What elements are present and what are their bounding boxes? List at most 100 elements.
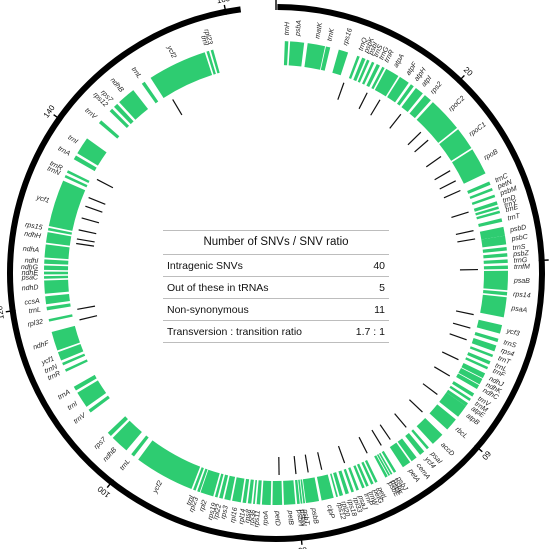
outer-scale-ring bbox=[7, 4, 545, 542]
gene-block bbox=[200, 469, 220, 497]
gene-block bbox=[353, 57, 366, 82]
snv-mark bbox=[293, 456, 297, 475]
gene-label: trnS bbox=[373, 44, 385, 59]
gene-label: rpl23 bbox=[188, 496, 200, 513]
gene-label: rps12 bbox=[335, 502, 346, 521]
snv-mark bbox=[408, 399, 423, 413]
gene-block bbox=[374, 68, 399, 97]
gene-block bbox=[112, 420, 142, 451]
gene-block bbox=[361, 461, 374, 485]
snv-mark bbox=[85, 205, 103, 213]
gene-label: ycf2 bbox=[165, 44, 177, 60]
gene-label: rps15 bbox=[24, 222, 43, 232]
snv-summary-table: Number of SNVs / SNV ratio Intragenic SN… bbox=[163, 230, 389, 343]
row-label: Out of these in tRNAs bbox=[167, 282, 269, 294]
gene-block bbox=[376, 454, 391, 476]
gene-label: psbN bbox=[298, 508, 307, 527]
gene-label: rpl22 bbox=[213, 503, 224, 520]
gene-label: rbcL bbox=[454, 426, 469, 440]
gene-label: accD bbox=[439, 441, 455, 457]
gene-label: trnS bbox=[503, 339, 518, 350]
gene-block bbox=[88, 395, 110, 413]
gene-label: ndhB bbox=[109, 77, 125, 94]
gene-label: rps14 bbox=[513, 291, 531, 300]
gene-block bbox=[456, 373, 480, 389]
snv-mark bbox=[389, 113, 402, 129]
gene-block bbox=[467, 181, 491, 194]
snv-mark bbox=[172, 99, 183, 116]
gene-label: trnS bbox=[512, 244, 526, 252]
gene-block bbox=[452, 381, 475, 397]
gene-block bbox=[261, 480, 272, 505]
gene-block bbox=[304, 43, 326, 70]
gene-block bbox=[48, 314, 73, 322]
gene-label: trnT bbox=[497, 355, 512, 366]
gene-block bbox=[357, 59, 370, 83]
gene-block bbox=[473, 201, 498, 212]
gene-block bbox=[479, 226, 505, 240]
gene-block bbox=[44, 244, 70, 260]
gene-block bbox=[283, 480, 296, 505]
gene-block bbox=[242, 478, 250, 504]
gene-label: ndhF bbox=[32, 340, 50, 352]
gene-label: trnH bbox=[284, 21, 292, 35]
row-label: Transversion : transition ratio bbox=[167, 326, 302, 338]
scale-tick bbox=[300, 534, 303, 545]
scale-tick-label: 120 bbox=[0, 305, 6, 320]
snv-track bbox=[76, 82, 478, 475]
gene-block bbox=[48, 180, 86, 231]
gene-block bbox=[374, 455, 388, 478]
gene-block bbox=[333, 472, 344, 497]
gene-label: ndhE bbox=[22, 270, 39, 277]
gene-block bbox=[439, 129, 472, 161]
gene-block bbox=[210, 49, 220, 74]
gene-block bbox=[481, 235, 507, 248]
gene-label: rpoC2 bbox=[448, 95, 467, 113]
gene-block bbox=[109, 108, 130, 129]
snv-mark bbox=[76, 242, 95, 247]
snv-mark bbox=[433, 366, 451, 377]
gene-label: trnI bbox=[186, 495, 196, 507]
gene-block bbox=[389, 442, 411, 468]
gene-block bbox=[247, 479, 254, 504]
gene-block bbox=[283, 41, 289, 66]
gene-block bbox=[197, 468, 208, 493]
gene-label: trnI bbox=[199, 35, 209, 47]
snv-mark bbox=[337, 445, 346, 464]
gene-label: rpl32 bbox=[27, 318, 44, 328]
gene-label: psbZ bbox=[512, 250, 530, 258]
gene-block bbox=[416, 417, 443, 444]
gene-block bbox=[44, 271, 69, 275]
gene-block bbox=[44, 259, 69, 265]
gene-label: psaB bbox=[513, 278, 531, 286]
gene-label: psbD bbox=[509, 224, 527, 234]
gene-block bbox=[471, 194, 496, 205]
gene-block bbox=[469, 188, 493, 200]
gene-block bbox=[45, 293, 70, 305]
gene-block bbox=[461, 362, 486, 379]
gene-block bbox=[150, 52, 213, 99]
snv-mark bbox=[337, 82, 345, 100]
gene-block bbox=[113, 103, 134, 125]
gene-block bbox=[193, 467, 204, 491]
gene-block bbox=[294, 479, 300, 505]
snv-mark bbox=[317, 452, 323, 470]
gene-label: trnE bbox=[505, 204, 520, 214]
gene-block bbox=[366, 64, 380, 88]
gene-block bbox=[44, 279, 69, 294]
gene-block bbox=[316, 474, 334, 501]
snv-mark bbox=[449, 333, 467, 341]
gene-block bbox=[66, 170, 90, 184]
table-row: Transversion : transition ratio 1.7 : 1 bbox=[163, 321, 389, 343]
snv-mark bbox=[455, 230, 474, 235]
gene-label: ycf3 bbox=[505, 328, 520, 338]
row-value: 1.7 : 1 bbox=[355, 326, 385, 338]
snv-mark bbox=[394, 413, 407, 428]
gene-label: rps3 bbox=[220, 505, 230, 520]
gene-label: petB bbox=[286, 509, 294, 525]
gene-block bbox=[44, 265, 69, 271]
gene-label: rps11 bbox=[253, 510, 261, 528]
gene-block bbox=[348, 55, 360, 80]
gene-label: trnK bbox=[326, 28, 336, 42]
